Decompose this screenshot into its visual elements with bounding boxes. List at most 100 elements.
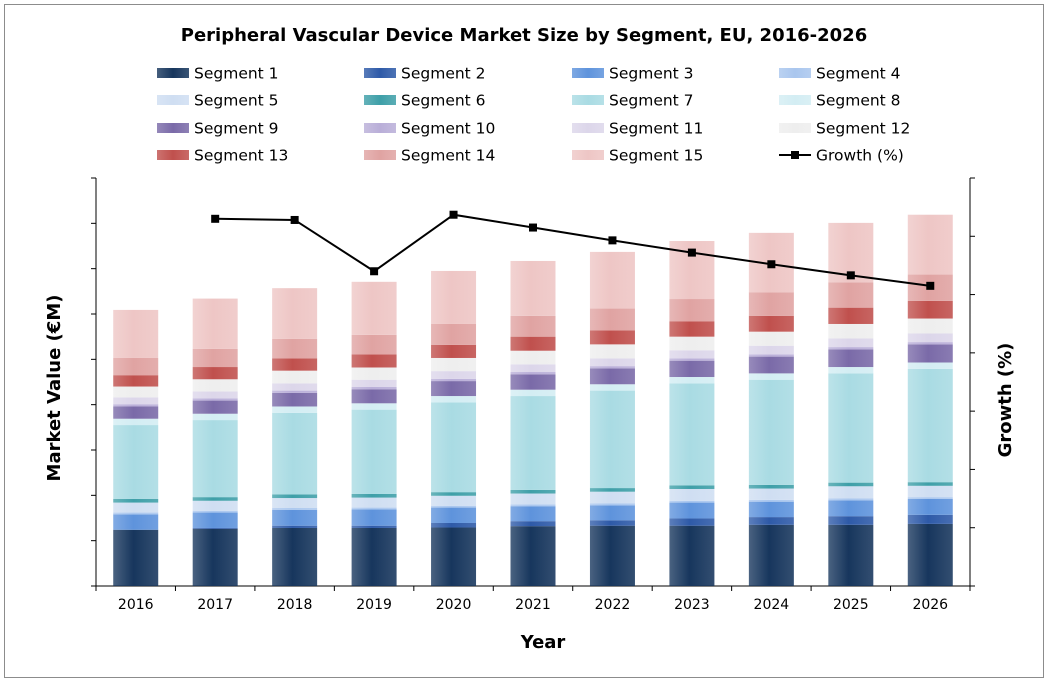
bar-segment <box>669 299 715 322</box>
bar-segment <box>431 381 477 397</box>
legend-swatch <box>157 123 189 133</box>
bar-segment <box>828 498 874 501</box>
legend-label: Segment 13 <box>194 147 288 165</box>
bar-segment <box>748 501 794 518</box>
bar-segment <box>748 524 794 586</box>
bar-segment <box>748 379 794 485</box>
growth-marker <box>608 236 617 245</box>
bar-segment <box>510 389 556 397</box>
y-axis-title: Market Value (€M) <box>44 295 65 482</box>
legend-label: Segment 1 <box>194 65 279 83</box>
bar-segment <box>113 375 159 387</box>
bar-segment <box>192 391 238 399</box>
legend-label: Segment 4 <box>816 65 901 83</box>
bar-segment <box>192 298 238 349</box>
legend-label: Segment 5 <box>194 92 279 110</box>
x-tick-label: 2017 <box>197 597 233 613</box>
legend-swatch <box>364 123 396 133</box>
bar-segment <box>431 396 477 403</box>
bar-segment <box>351 493 397 498</box>
bar-segment <box>113 386 159 398</box>
bar-segment <box>351 497 397 508</box>
bar-segment <box>669 350 715 359</box>
bar-segment <box>351 509 397 526</box>
bar-segment <box>192 398 238 401</box>
growth-line <box>215 213 931 287</box>
bar-segment <box>510 260 556 316</box>
bar-segment <box>828 323 874 339</box>
growth-marker <box>211 214 220 223</box>
bar-segment <box>113 309 159 358</box>
bar-segment <box>589 390 635 489</box>
bar-segment <box>192 512 238 528</box>
bar-segment <box>113 498 159 503</box>
legend-swatch <box>572 95 604 105</box>
bar-segment <box>431 357 477 372</box>
legend-label: Segment 6 <box>401 92 486 110</box>
bar-segment <box>510 364 556 373</box>
bar-segment <box>351 507 397 510</box>
bar-segment <box>907 485 953 498</box>
bar-segment <box>510 493 556 505</box>
bar-segment <box>589 251 635 309</box>
bar-segment <box>272 406 318 413</box>
bar-segment <box>510 526 556 586</box>
bar-segment <box>510 396 556 490</box>
bar-segment <box>272 494 318 499</box>
bar-segment <box>828 373 874 483</box>
bar-segment <box>272 412 318 495</box>
growth-marker <box>926 281 935 290</box>
bar-segment <box>589 330 635 345</box>
bar-segment <box>748 345 794 355</box>
legend-label: Segment 10 <box>401 120 495 138</box>
legend-swatch <box>364 68 396 78</box>
bar-segment <box>669 502 715 519</box>
bar-segment <box>351 403 397 410</box>
bar-segment <box>907 523 953 586</box>
legend-label: Segment 12 <box>816 120 910 138</box>
bar-segment <box>510 315 556 337</box>
bar-segment <box>431 527 477 586</box>
bar-segment <box>669 488 715 501</box>
bar-segment <box>907 318 953 334</box>
bar-segment <box>907 498 953 515</box>
bar-segment <box>589 520 635 526</box>
growth-marker <box>687 248 696 257</box>
bar-segment <box>669 383 715 486</box>
legend-label: Segment 15 <box>609 147 703 165</box>
bar-segment <box>907 342 953 345</box>
bar-segment <box>589 368 635 385</box>
bar-segment <box>907 333 953 343</box>
bar-segment <box>669 321 715 337</box>
bar-segment <box>828 349 874 368</box>
bar-segment <box>431 344 477 358</box>
legend-swatch <box>572 150 604 160</box>
bar-segment <box>748 315 794 332</box>
bar-segment <box>907 300 953 319</box>
x-tick-label: 2025 <box>833 597 869 613</box>
bar-segment <box>431 371 477 379</box>
bar-segment <box>113 404 159 407</box>
bar-segment <box>192 527 238 529</box>
bar-segment <box>510 489 556 494</box>
bar-segment <box>828 486 874 499</box>
bar-segment <box>272 527 318 586</box>
bar-segment <box>510 521 556 527</box>
bar-segment <box>510 372 556 375</box>
bar-segment <box>510 504 556 507</box>
x-axis-title: Year <box>520 632 566 653</box>
legend-label: Segment 8 <box>816 92 901 110</box>
plot-area: 2016 2017 2018 2019 2020 2021 2022 2023 2024 2025… <box>91 177 975 613</box>
growth-marker <box>449 210 458 219</box>
legend-swatch <box>779 123 811 133</box>
bar-segment <box>669 360 715 378</box>
x-tick-label: 2019 <box>356 597 392 613</box>
bar-segment <box>510 374 556 390</box>
bar-segment <box>431 495 477 506</box>
bar-segment <box>431 378 477 382</box>
bar-segment <box>748 517 794 525</box>
legend-label: Segment 9 <box>194 120 279 138</box>
legend-swatch <box>157 150 189 160</box>
legend: Segment 1 Segment 2 Segment 3 Segment 4 Segm… <box>157 65 910 165</box>
